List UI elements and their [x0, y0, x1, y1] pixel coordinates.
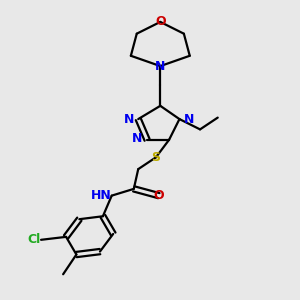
- Text: N: N: [132, 132, 142, 145]
- Text: O: O: [155, 15, 166, 28]
- Text: HN: HN: [91, 189, 112, 202]
- Text: N: N: [155, 60, 166, 73]
- Text: Cl: Cl: [28, 233, 41, 246]
- Text: N: N: [123, 112, 134, 126]
- Text: S: S: [152, 151, 160, 164]
- Text: O: O: [154, 189, 164, 202]
- Text: N: N: [184, 112, 194, 126]
